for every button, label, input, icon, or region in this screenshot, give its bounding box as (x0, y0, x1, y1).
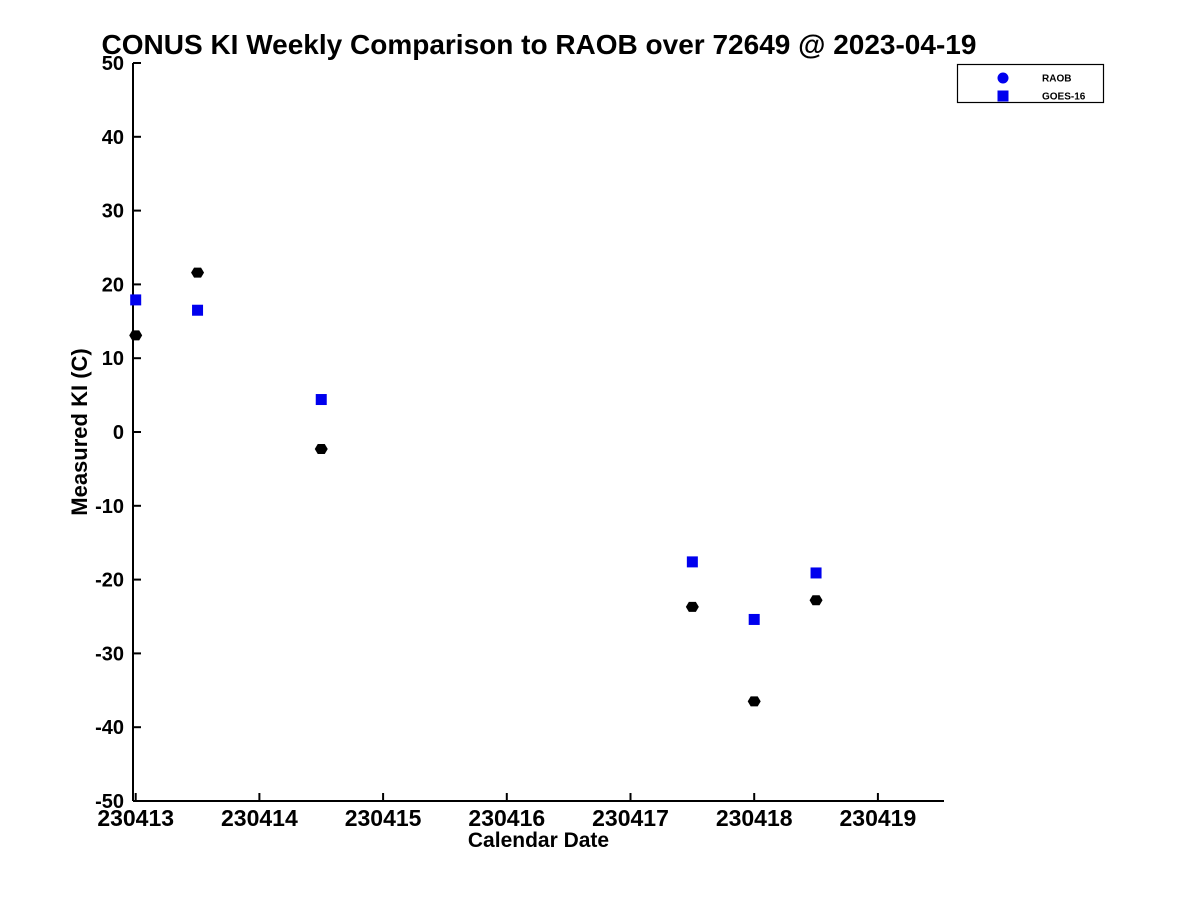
data-point-goes-16 (810, 567, 822, 579)
data-point-raob (314, 443, 328, 454)
legend-marker-raob (997, 72, 1009, 84)
y-tick-label: 20 (102, 274, 124, 296)
x-tick-label: 230415 (345, 805, 422, 831)
legend-label: RAOB (1042, 74, 1071, 85)
data-point-goes-16 (192, 304, 204, 316)
y-tick-label: -20 (95, 570, 124, 592)
legend-marker-goes-16 (997, 90, 1009, 102)
x-tick-label: 230418 (716, 805, 793, 831)
x-tick-label: 230419 (840, 805, 917, 831)
data-point-raob (747, 696, 761, 707)
data-point-goes-16 (748, 613, 760, 625)
data-point-raob (809, 595, 823, 606)
legend-label: GOES-16 (1042, 92, 1086, 103)
x-tick-label: 230413 (97, 805, 174, 831)
y-tick-label: 30 (102, 201, 124, 223)
y-tick-label: -40 (95, 717, 124, 739)
x-axis-label: Calendar Date (467, 829, 610, 852)
y-axis-label: Measured KI (C) (67, 348, 92, 516)
y-tick-label: -30 (95, 643, 124, 665)
x-tick-label: 230416 (468, 805, 545, 831)
y-tick-label: 50 (102, 53, 124, 75)
legend-box (956, 63, 1105, 104)
data-point-raob (129, 330, 143, 341)
data-point-goes-16 (315, 394, 327, 406)
y-tick-label: -10 (95, 496, 124, 518)
y-tick-label: 40 (102, 127, 124, 149)
x-tick-label: 230414 (221, 805, 298, 831)
chart-title: CONUS KI Weekly Comparison to RAOB over … (101, 29, 977, 60)
y-tick-label: -50 (95, 791, 124, 813)
data-point-goes-16 (130, 294, 142, 306)
data-point-goes-16 (686, 556, 698, 568)
data-point-raob (685, 601, 699, 612)
y-tick-label: 0 (113, 422, 124, 444)
y-tick-label: 10 (102, 348, 124, 370)
x-tick-label: 230417 (592, 805, 669, 831)
data-point-raob (191, 267, 205, 278)
